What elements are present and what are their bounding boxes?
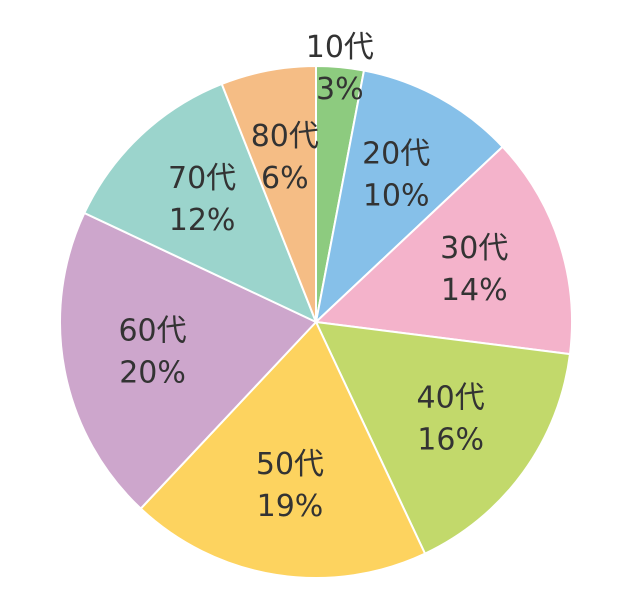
value-label: 20% bbox=[119, 356, 186, 391]
slice-label: 10代 bbox=[306, 30, 374, 65]
value-label: 19% bbox=[257, 489, 324, 524]
pie-slice bbox=[139, 320, 427, 579]
value-label: 12% bbox=[169, 203, 236, 238]
slice-label: 60代 bbox=[118, 314, 186, 349]
value-label: 14% bbox=[441, 273, 508, 308]
pie-slice bbox=[314, 69, 505, 325]
slice-label: 50代 bbox=[256, 447, 324, 482]
slice-label: 40代 bbox=[417, 380, 485, 415]
value-label: 6% bbox=[261, 161, 309, 196]
pie-slice bbox=[314, 320, 572, 555]
slice-label: 80代 bbox=[251, 119, 319, 154]
slice-label: 70代 bbox=[168, 161, 236, 196]
value-label: 10% bbox=[363, 179, 430, 214]
value-label: 16% bbox=[417, 422, 484, 457]
pie-slice bbox=[313, 145, 573, 356]
pie-slice bbox=[59, 211, 318, 511]
pie-slice bbox=[83, 82, 318, 324]
slice-label: 20代 bbox=[362, 137, 430, 172]
value-label: 3% bbox=[316, 72, 364, 107]
pie-slice bbox=[220, 64, 317, 323]
slice-label: 30代 bbox=[440, 231, 508, 266]
